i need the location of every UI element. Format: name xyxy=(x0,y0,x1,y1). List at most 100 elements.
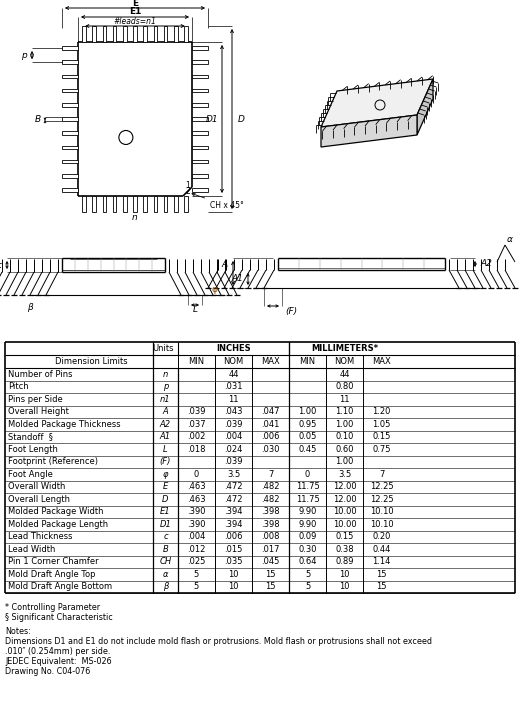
Text: 1.14: 1.14 xyxy=(372,557,391,566)
Polygon shape xyxy=(417,79,433,135)
Text: p: p xyxy=(163,382,168,391)
Text: .472: .472 xyxy=(224,482,243,491)
Text: .006: .006 xyxy=(261,432,280,441)
Text: B: B xyxy=(35,114,41,123)
Text: .002: .002 xyxy=(187,432,206,441)
Text: (F): (F) xyxy=(285,307,297,316)
Bar xyxy=(164,26,167,42)
Text: 12.25: 12.25 xyxy=(370,482,393,491)
Text: MAX: MAX xyxy=(261,357,280,366)
Text: 0.15: 0.15 xyxy=(372,432,391,441)
Text: n: n xyxy=(132,214,138,223)
Text: 10: 10 xyxy=(339,582,350,591)
Text: Foot Angle: Foot Angle xyxy=(8,470,53,479)
Text: 11.75: 11.75 xyxy=(296,482,319,491)
Text: 0.10: 0.10 xyxy=(335,432,354,441)
Bar xyxy=(62,61,78,64)
Text: 15: 15 xyxy=(376,582,387,591)
Text: .037: .037 xyxy=(187,419,206,429)
Text: 10.00: 10.00 xyxy=(333,520,356,529)
Bar xyxy=(192,75,208,78)
Text: c: c xyxy=(0,261,2,269)
Bar xyxy=(192,103,208,106)
Text: Pins per Side: Pins per Side xyxy=(8,395,63,404)
Text: 1.10: 1.10 xyxy=(335,407,354,416)
Text: Mold Draft Angle Top: Mold Draft Angle Top xyxy=(8,570,96,579)
Text: 1.00: 1.00 xyxy=(298,407,317,416)
Text: 0.80: 0.80 xyxy=(335,382,354,391)
Bar xyxy=(102,196,106,212)
Text: 10: 10 xyxy=(339,570,350,579)
Bar xyxy=(192,117,208,121)
Text: α: α xyxy=(163,570,168,579)
Text: .035: .035 xyxy=(224,557,243,566)
Text: § Significant Characteristic: § Significant Characteristic xyxy=(5,613,113,622)
Text: .482: .482 xyxy=(261,482,280,491)
Text: E: E xyxy=(163,482,168,491)
Text: 0.38: 0.38 xyxy=(335,545,354,553)
Bar xyxy=(184,196,188,212)
Text: 1.00: 1.00 xyxy=(335,458,354,466)
Text: p: p xyxy=(21,51,27,60)
Bar xyxy=(174,196,177,212)
Bar xyxy=(192,146,208,149)
Text: β: β xyxy=(27,302,33,312)
Text: 0.60: 0.60 xyxy=(335,445,354,454)
Text: Lead Width: Lead Width xyxy=(8,545,55,553)
Text: 10.00: 10.00 xyxy=(333,508,356,516)
Text: 10.10: 10.10 xyxy=(370,508,393,516)
Text: 0.44: 0.44 xyxy=(372,545,391,553)
Bar xyxy=(82,196,86,212)
Bar xyxy=(62,117,78,121)
Text: 7: 7 xyxy=(268,470,273,479)
Text: 9.90: 9.90 xyxy=(298,520,317,529)
Text: .018: .018 xyxy=(187,445,206,454)
Text: Molded Package Thickness: Molded Package Thickness xyxy=(8,419,121,429)
Text: A2: A2 xyxy=(480,259,492,269)
Bar xyxy=(62,174,78,178)
Bar xyxy=(62,160,78,164)
Text: Molded Package Width: Molded Package Width xyxy=(8,508,103,516)
Text: E1: E1 xyxy=(129,8,141,16)
Text: 3.5: 3.5 xyxy=(227,470,240,479)
Text: MIN: MIN xyxy=(188,357,204,366)
Text: Pin 1 Corner Chamfer: Pin 1 Corner Chamfer xyxy=(8,557,99,566)
Text: D: D xyxy=(238,114,245,123)
Text: 0: 0 xyxy=(194,470,199,479)
Bar xyxy=(62,89,78,92)
Text: L: L xyxy=(192,305,198,314)
Text: 5: 5 xyxy=(305,582,310,591)
Text: .012: .012 xyxy=(187,545,206,553)
Polygon shape xyxy=(321,115,417,147)
Text: 5: 5 xyxy=(194,570,199,579)
Text: .039: .039 xyxy=(224,419,243,429)
Text: 15: 15 xyxy=(265,582,276,591)
Text: MILLIMETERS*: MILLIMETERS* xyxy=(311,344,378,353)
Bar xyxy=(192,89,208,92)
Bar xyxy=(93,196,96,212)
Text: 0.64: 0.64 xyxy=(298,557,317,566)
Text: 15: 15 xyxy=(376,570,387,579)
Text: .039: .039 xyxy=(187,407,206,416)
Bar xyxy=(133,196,137,212)
Text: 0.45: 0.45 xyxy=(298,445,317,454)
Text: A: A xyxy=(163,407,168,416)
Bar xyxy=(144,196,147,212)
Bar xyxy=(62,146,78,149)
Text: (F): (F) xyxy=(160,458,171,466)
Text: .047: .047 xyxy=(261,407,280,416)
Text: D: D xyxy=(162,495,169,504)
Text: 10: 10 xyxy=(228,570,239,579)
Text: Lead Thickness: Lead Thickness xyxy=(8,532,72,541)
Text: .030: .030 xyxy=(261,445,280,454)
Text: .394: .394 xyxy=(224,508,243,516)
Bar xyxy=(62,103,78,106)
Bar xyxy=(133,26,137,42)
Text: 0.75: 0.75 xyxy=(372,445,391,454)
Bar xyxy=(62,75,78,78)
Text: 9.90: 9.90 xyxy=(298,508,317,516)
Bar xyxy=(192,160,208,164)
Text: A: A xyxy=(222,260,228,269)
Text: Foot Length: Foot Length xyxy=(8,445,58,454)
Text: Number of Pins: Number of Pins xyxy=(8,369,72,379)
